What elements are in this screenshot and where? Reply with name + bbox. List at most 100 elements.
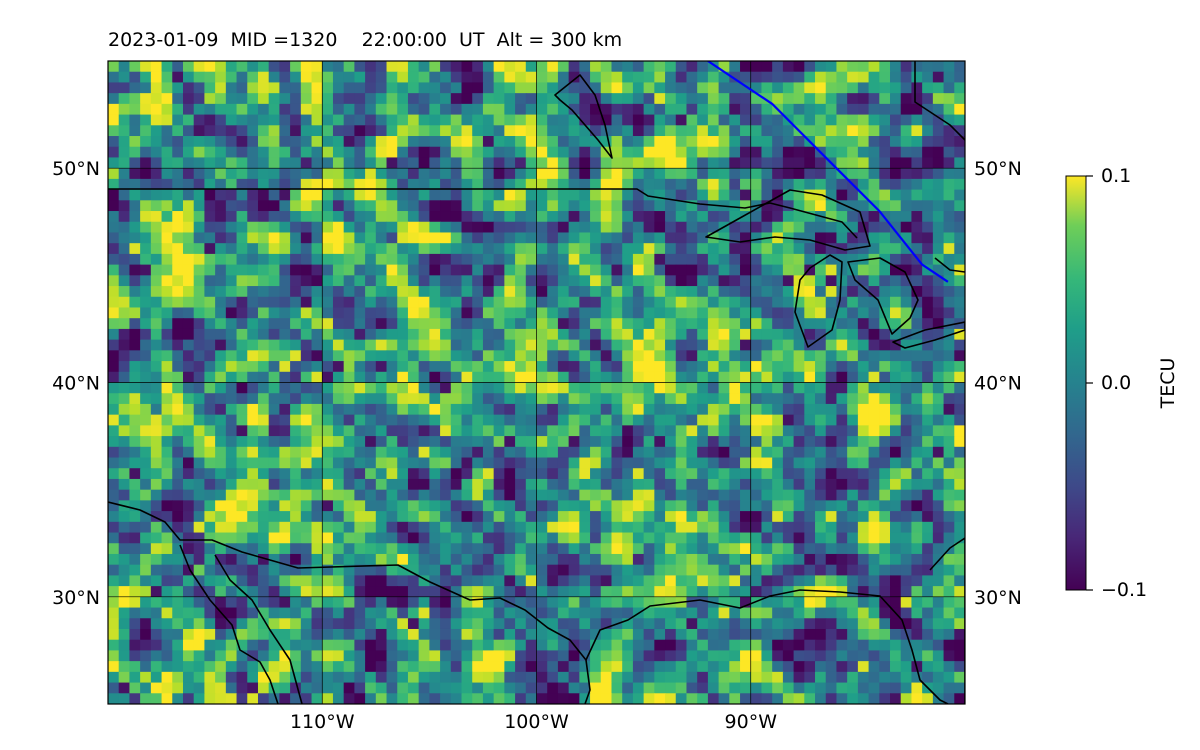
- tec-cell: [815, 221, 827, 234]
- tec-cell: [300, 318, 313, 330]
- tec-cell: [365, 168, 377, 180]
- tec-cell: [825, 361, 838, 373]
- tec-cell: [857, 586, 870, 598]
- tec-cell: [815, 103, 827, 116]
- tec-cell: [868, 521, 880, 534]
- tec-cell: [279, 693, 291, 704]
- tec-cell: [300, 521, 313, 534]
- tec-cell: [643, 103, 655, 116]
- tec-cell: [354, 564, 366, 576]
- tec-cell: [515, 693, 527, 704]
- tec-cell: [632, 318, 645, 330]
- tec-cell: [911, 403, 923, 416]
- tec-cell: [257, 114, 270, 126]
- tec-cell: [504, 339, 516, 351]
- tec-cell: [932, 328, 945, 341]
- tec-cell: [697, 361, 709, 373]
- tec-cell: [332, 71, 345, 84]
- tec-cell: [343, 350, 355, 362]
- tec-cell: [215, 168, 227, 180]
- tec-cell: [375, 371, 388, 384]
- tec-cell: [557, 403, 570, 416]
- tec-cell: [761, 671, 773, 684]
- tec-cell: [632, 125, 645, 137]
- tec-cell: [900, 103, 913, 116]
- tec-cell: [193, 639, 206, 652]
- tec-cell: [182, 650, 195, 662]
- tec-cell: [182, 425, 195, 437]
- tec-cell: [322, 650, 334, 662]
- colorbar: [1065, 175, 1087, 591]
- tec-cell: [900, 682, 913, 694]
- tec-cell: [375, 457, 388, 469]
- tec-cell: [815, 575, 827, 587]
- tec-cell: [129, 671, 141, 684]
- tec-cell: [365, 350, 377, 362]
- tec-cell: [718, 189, 730, 201]
- tec-cell: [300, 639, 313, 652]
- tec-cell: [150, 543, 163, 555]
- tec-cell: [579, 489, 591, 501]
- tec-cell: [547, 275, 559, 287]
- tec-cell: [343, 511, 355, 523]
- tec-cell: [718, 532, 730, 544]
- tec-cell: [579, 671, 591, 684]
- tec-cell: [515, 361, 527, 373]
- tec-cell: [579, 682, 591, 694]
- tec-cell: [472, 468, 484, 480]
- tec-cell: [129, 468, 141, 480]
- tec-cell: [782, 682, 795, 694]
- tec-cell: [268, 211, 280, 223]
- tec-cell: [525, 457, 538, 469]
- tec-cell: [643, 521, 655, 534]
- tec-cell: [954, 532, 965, 544]
- tec-cell: [890, 93, 902, 105]
- tec-cell: [772, 61, 784, 73]
- tec-cell: [654, 146, 666, 159]
- tec-cell: [804, 275, 816, 287]
- tec-cell: [793, 489, 805, 501]
- tec-cell: [718, 136, 730, 148]
- tec-cell: [418, 93, 430, 105]
- tec-cell: [332, 339, 345, 351]
- tec-cell: [611, 243, 623, 255]
- tec-cell: [825, 446, 838, 459]
- tec-cell: [429, 253, 441, 266]
- tec-cell: [365, 200, 377, 212]
- tec-cell: [332, 575, 345, 587]
- tec-cell: [793, 189, 805, 201]
- tec-cell: [600, 361, 613, 373]
- tec-cell: [225, 200, 238, 212]
- tec-cell: [354, 382, 366, 394]
- tec-cell: [257, 671, 270, 684]
- tec-cell: [600, 532, 613, 544]
- tec-cell: [707, 543, 720, 555]
- tec-cell: [890, 114, 902, 126]
- tec-cell: [836, 286, 848, 298]
- tec-cell: [804, 661, 816, 673]
- tec-cell: [140, 586, 152, 598]
- tec-cell: [825, 650, 838, 662]
- tec-cell: [590, 103, 602, 116]
- tec-cell: [900, 318, 913, 330]
- tec-cell: [236, 371, 248, 384]
- tec-cell: [493, 564, 505, 576]
- tec-cell: [225, 457, 238, 469]
- tec-cell: [429, 650, 441, 662]
- tec-cell: [686, 307, 698, 319]
- tec-cell: [643, 243, 655, 255]
- tec-cell: [772, 157, 784, 169]
- tec-cell: [365, 178, 377, 191]
- tec-cell: [600, 71, 613, 84]
- tec-cell: [622, 296, 634, 309]
- tec-cell: [311, 682, 323, 694]
- tec-cell: [354, 114, 366, 126]
- tec-cell: [140, 339, 152, 351]
- tec-cell: [740, 586, 752, 598]
- tec-cell: [879, 221, 891, 234]
- tec-cell: [718, 586, 730, 598]
- tec-cell: [643, 82, 655, 94]
- tec-cell: [172, 157, 184, 169]
- tec-cell: [890, 232, 902, 244]
- tec-cell: [932, 436, 945, 448]
